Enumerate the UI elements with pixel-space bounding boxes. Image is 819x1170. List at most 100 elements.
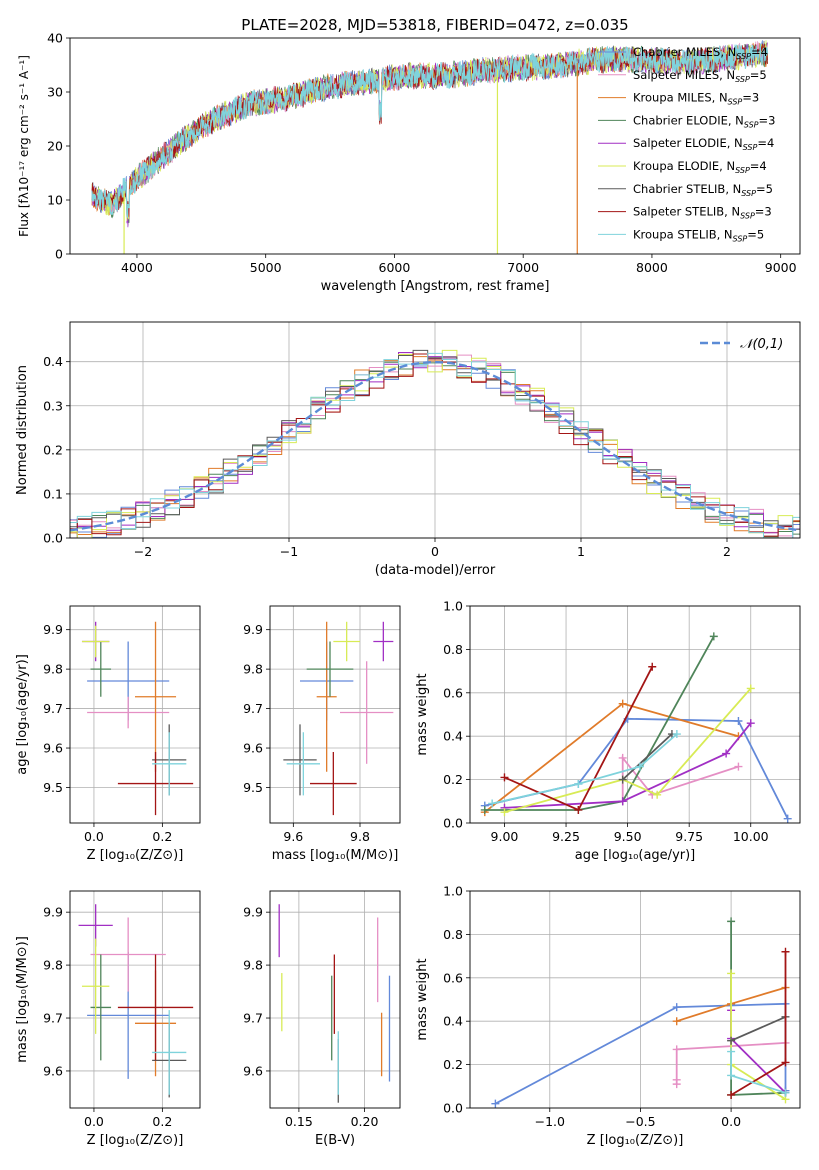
plus-marker — [574, 779, 583, 788]
plus-marker — [618, 753, 627, 762]
x-tick-label: −1.0 — [535, 1114, 565, 1129]
y-axis-label: mass weight — [415, 958, 430, 1040]
plus-marker — [672, 1017, 681, 1026]
plot-area — [480, 632, 792, 823]
plus-marker — [618, 775, 627, 784]
chart-massweight-vs-age: 9.00 9.25 9.50 9.75 10.00 0.0 0.2 0.4 0.6 0.8 1.0 a… — [415, 599, 801, 863]
plus-marker — [500, 773, 509, 782]
plot-area — [283, 621, 394, 816]
axes-frame — [69, 605, 201, 824]
plus-marker — [727, 1071, 736, 1080]
plus-marker — [500, 808, 509, 817]
y-tick-label: 0.0 — [443, 816, 463, 831]
plus-marker — [709, 632, 718, 641]
x-tick-label: −2 — [134, 544, 152, 559]
legend-label: Kroupa MILES, NSSP=3 — [633, 91, 759, 107]
x-tick-label: −1 — [280, 544, 298, 559]
plus-marker — [727, 917, 736, 926]
plus-marker — [491, 1099, 500, 1108]
x-tick-label: 9.75 — [675, 829, 703, 844]
x-axis-label: Z [log₁₀(Z/Z⊙)] — [587, 1133, 684, 1148]
x-tick-label: −0.5 — [625, 1114, 655, 1129]
x-axis-label: age [log₁₀(age/yr)] — [575, 848, 696, 863]
plot-area — [70, 349, 800, 538]
plus-marker — [783, 814, 792, 823]
x-tick-label: 1 — [577, 544, 585, 559]
y-tick-label: 9.6 — [243, 741, 263, 756]
x-tick-label: 8000 — [636, 260, 668, 275]
chart-spectrum: 4000 5000 6000 7000 8000 9000 0 10 20 30 40 wavelen… — [17, 16, 801, 294]
x-axis-label: mass [log₁₀(M/M⊙)] — [272, 848, 399, 863]
plus-marker — [672, 1075, 681, 1084]
y-tick-label: 9.7 — [243, 701, 263, 716]
x-tick-label: 9.6 — [283, 829, 303, 844]
y-tick-label: 9.8 — [43, 662, 63, 677]
x-tick-label: 9.25 — [552, 829, 580, 844]
histogram-step — [70, 353, 800, 537]
axes-frame — [469, 605, 801, 824]
y-tick-label: 9.8 — [43, 958, 63, 973]
x-tick-label: 0.2 — [152, 1114, 172, 1129]
y-axis-label: mass [log₁₀(M/M⊙)] — [15, 936, 30, 1063]
x-tick-label: 6000 — [379, 260, 411, 275]
plot-area — [91, 40, 769, 254]
axes-frame — [69, 321, 801, 539]
legend-label: Chabrier STELIB, NSSP=5 — [633, 182, 773, 198]
y-tick-label: 20 — [47, 139, 63, 154]
y-tick-label: 0.6 — [443, 685, 463, 700]
y-tick-label: 0.3 — [43, 398, 63, 413]
plot-area — [78, 904, 194, 1098]
y-axis-label: mass weight — [415, 673, 430, 755]
weight-line — [730, 1051, 786, 1094]
weight-line — [730, 1010, 787, 1094]
y-tick-label: 9.9 — [243, 622, 263, 637]
x-tick-label: 9.8 — [350, 829, 370, 844]
weight-line — [730, 1016, 786, 1042]
plus-marker — [648, 662, 657, 671]
x-axis-label: (data-model)/error — [375, 563, 496, 578]
x-tick-label: 9000 — [765, 260, 797, 275]
y-tick-label: 9.8 — [243, 662, 263, 677]
chart-mass-vs-Z: 0.0 0.2 9.6 9.7 9.8 9.9 Z [log₁₀(Z/Z⊙)] mass [l… — [15, 890, 201, 1148]
plus-marker — [574, 805, 583, 814]
y-tick-label: 0 — [55, 247, 63, 262]
x-tick-label: 0.0 — [721, 1114, 741, 1129]
y-tick-label: 9.7 — [243, 1011, 263, 1026]
plot-area — [491, 917, 790, 1108]
y-tick-label: 9.9 — [243, 905, 263, 920]
chart-title: PLATE=2028, MJD=53818, FIBERID=0472, z=0… — [241, 16, 628, 34]
y-tick-label: 0.2 — [443, 772, 463, 787]
weight-line — [622, 733, 673, 781]
x-tick-label: 10.00 — [733, 829, 769, 844]
plus-marker — [781, 1058, 790, 1067]
y-tick-label: 9.5 — [43, 780, 63, 795]
x-tick-label: 9.50 — [614, 829, 642, 844]
y-axis-label: Flux [fλ10⁻¹⁷ erg cm⁻² s⁻¹ A⁻¹] — [17, 55, 31, 237]
plus-marker — [618, 699, 627, 708]
legend-label: Kroupa ELODIE, NSSP=4 — [633, 159, 767, 175]
chart-age-vs-Z: 0.0 0.2 9.5 9.6 9.7 9.8 9.9 Z [log₁₀(Z/Z⊙)] age … — [15, 605, 201, 863]
x-tick-label: 2 — [723, 544, 731, 559]
y-tick-label: 0.8 — [443, 642, 463, 657]
plus-marker — [672, 730, 681, 739]
y-tick-label: 0.2 — [443, 1057, 463, 1072]
plot-area — [81, 621, 194, 816]
y-tick-label: 9.9 — [43, 905, 63, 920]
y-tick-label: 0.1 — [43, 486, 63, 501]
plus-marker — [746, 719, 755, 728]
x-axis-label: Z [log₁₀(Z/Z⊙)] — [87, 1133, 184, 1148]
chart-mass-vs-EBV: 0.15 0.20 9.6 9.7 9.8 9.9 E(B-V) — [243, 890, 401, 1148]
chart-residuals: −2 −1 0 1 2 0.0 0.1 0.2 0.3 0.4 (data-model)/error… — [15, 321, 801, 578]
y-tick-label: 0.2 — [43, 442, 63, 457]
plus-marker — [635, 762, 644, 771]
y-tick-label: 0.4 — [43, 354, 63, 369]
y-tick-label: 9.9 — [43, 622, 63, 637]
axes-frame — [269, 605, 401, 824]
x-tick-label: 0.2 — [152, 829, 172, 844]
y-tick-label: 10 — [47, 193, 63, 208]
x-axis-label: Z [log₁₀(Z/Z⊙)] — [87, 848, 184, 863]
plus-marker — [734, 762, 743, 771]
weight-line — [504, 722, 752, 809]
plus-marker — [727, 1090, 736, 1099]
